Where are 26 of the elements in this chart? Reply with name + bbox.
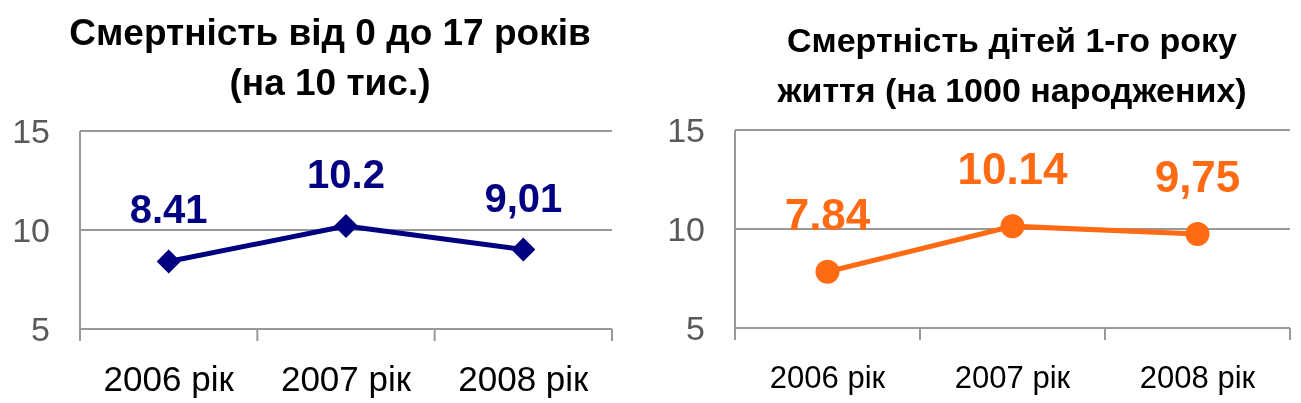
y-tick-label: 15 (12, 111, 50, 150)
x-tick-label: 2007 рік (280, 359, 412, 398)
x-tick-label: 2006 рік (769, 360, 886, 395)
data-label: 9,75 (1154, 151, 1241, 201)
x-tick-label: 2008 рік (1139, 360, 1256, 395)
y-tick-label: 5 (686, 308, 705, 347)
x-tick-label: 2007 рік (954, 360, 1071, 395)
point (511, 237, 536, 262)
x-tick-label: 2008 рік (458, 359, 590, 398)
point (1000, 214, 1025, 239)
y-tick-label: 5 (31, 309, 50, 348)
point (815, 259, 840, 284)
data-label: 9,01 (484, 175, 563, 220)
data-label: 7.84 (784, 189, 871, 239)
point (156, 249, 181, 274)
point (1185, 221, 1210, 246)
y-tick-label: 15 (667, 110, 705, 149)
y-tick-label: 10 (12, 210, 50, 249)
data-label: 10.14 (957, 144, 1069, 194)
y-tick-label: 10 (667, 209, 705, 248)
x-tick-label: 2006 рік (103, 359, 235, 398)
chart-title: Смертність від 0 до 17 років (на 10 тис.) (69, 12, 591, 103)
chart-title: Смертність дітей 1-го року життя (на 1000 народжених) (776, 21, 1247, 109)
data-label: 10.2 (307, 152, 385, 197)
point (334, 214, 358, 239)
data-label: 8.41 (129, 187, 208, 232)
